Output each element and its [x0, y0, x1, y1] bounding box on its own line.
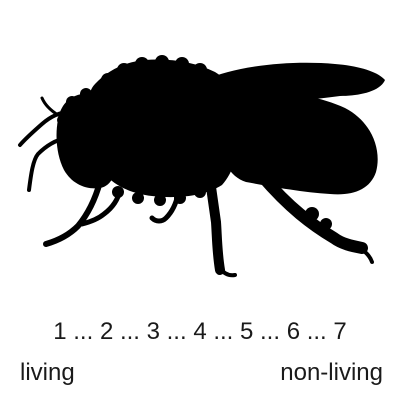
bee-antenna	[18, 110, 72, 147]
bee-leg	[205, 175, 225, 275]
bee-abdomen	[219, 92, 378, 195]
rating-scale: 1 ... 2 ... 3 ... 4 ... 5 ... 6 ... 7	[53, 318, 347, 345]
bee-head	[56, 93, 118, 189]
scale-right-anchor: non-living	[280, 359, 383, 386]
bee-leg	[218, 266, 237, 278]
bee-leg	[79, 187, 123, 227]
bee-antenna	[27, 136, 68, 192]
bee-leg	[43, 179, 103, 247]
bee-leg	[149, 191, 181, 224]
scale-left-anchor: living	[20, 359, 75, 386]
bee-leg	[358, 246, 374, 264]
bee-silhouette-icon	[18, 55, 385, 278]
bee-leg	[256, 170, 368, 254]
bee-antenna	[40, 96, 60, 117]
bee-thorax	[87, 59, 240, 198]
